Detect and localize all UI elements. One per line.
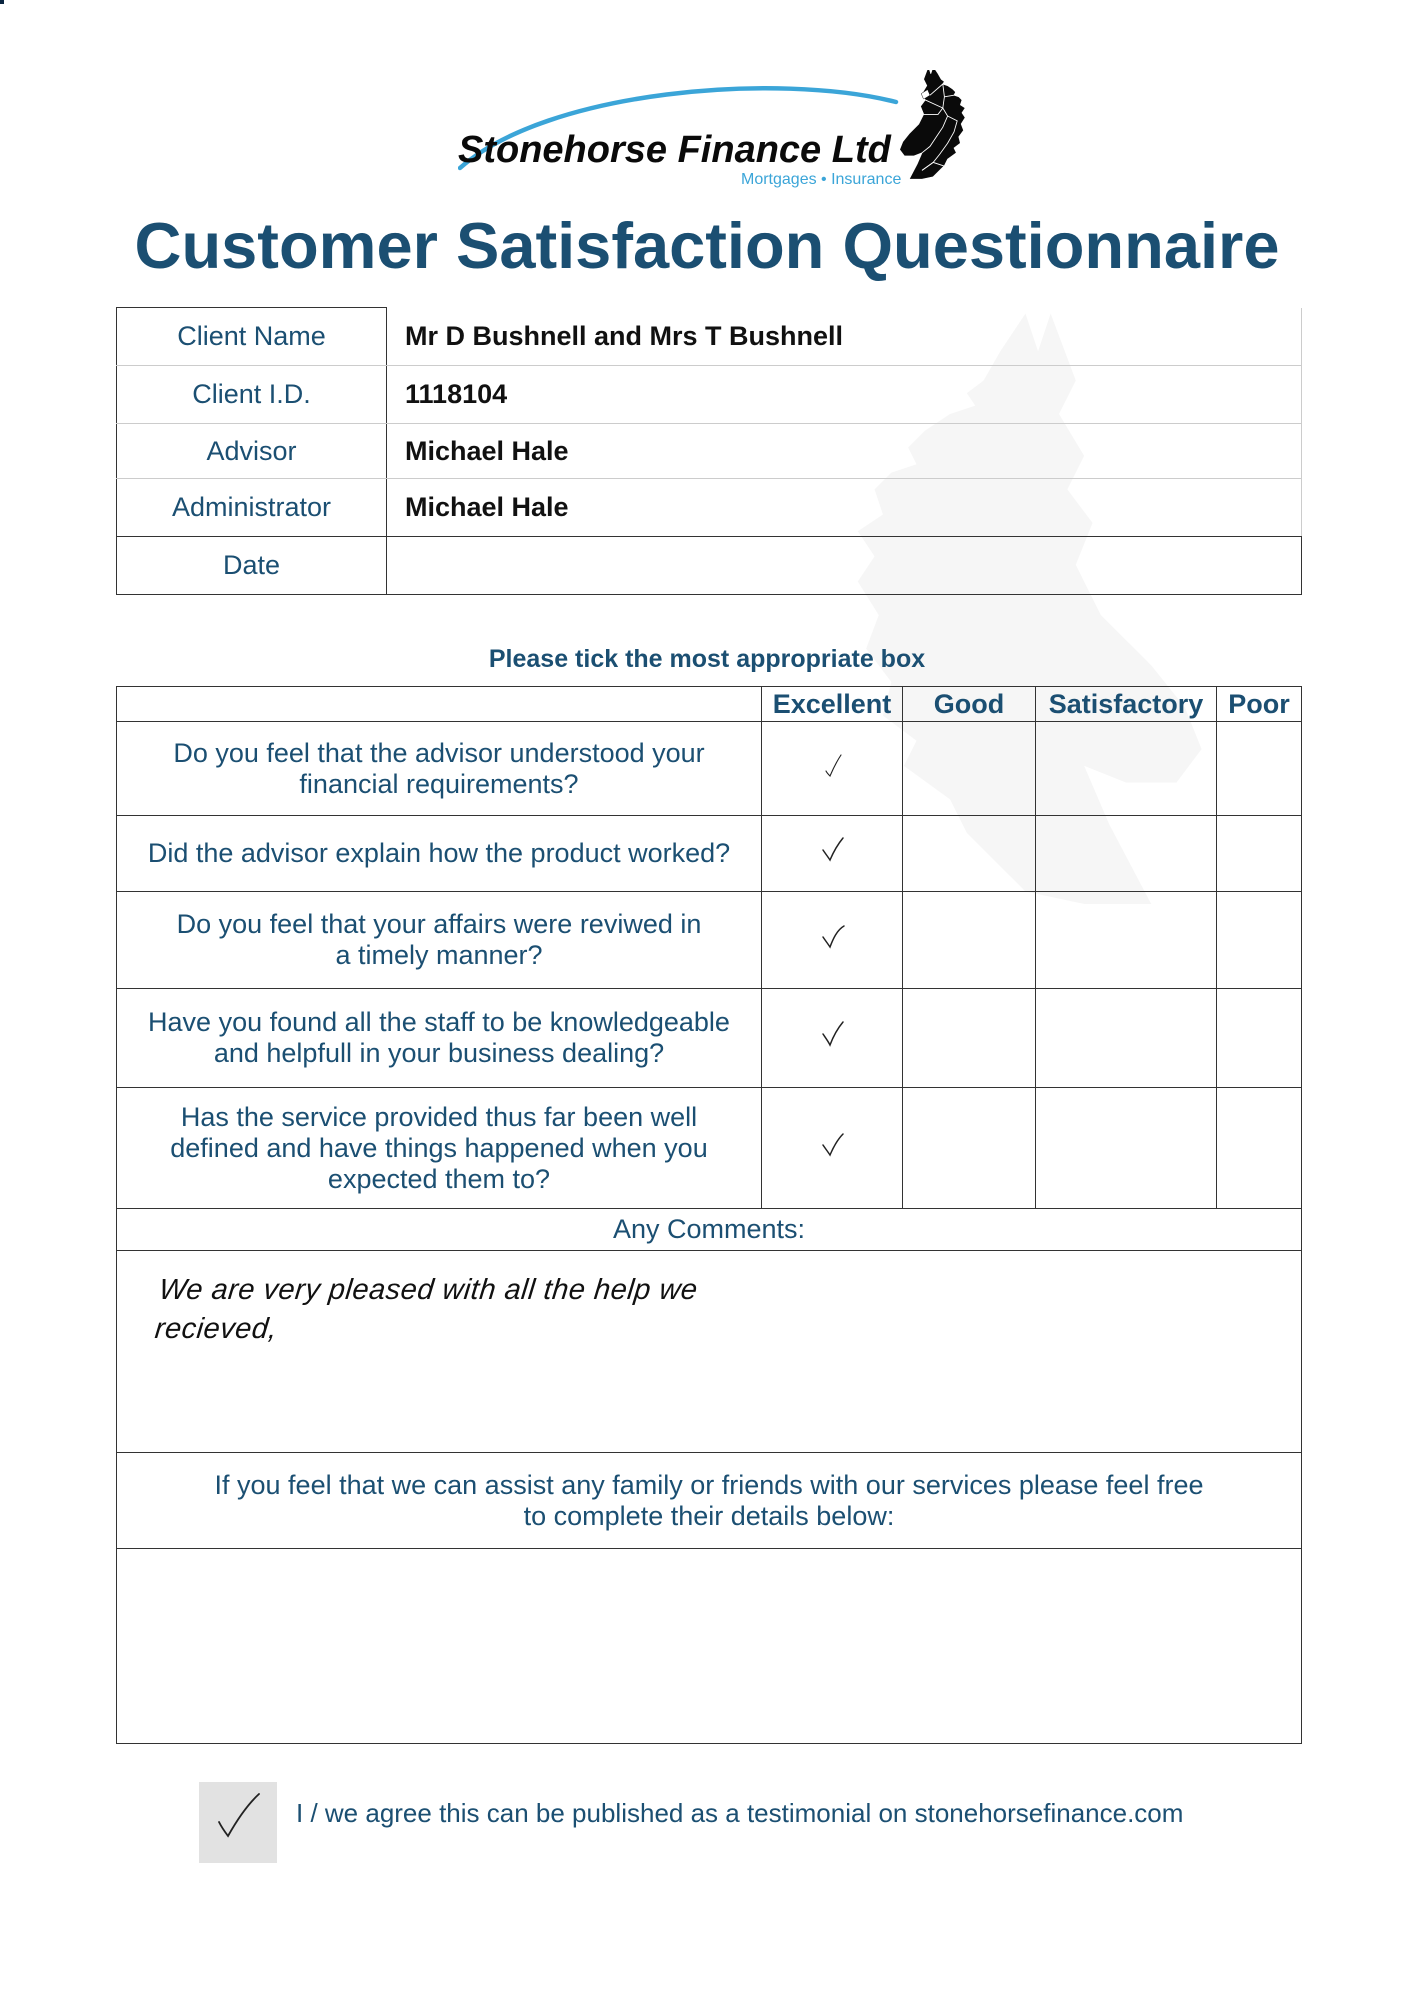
svg-text:Mortgages • Insurance: Mortgages • Insurance — [741, 171, 901, 188]
svg-text:Stonehorse Finance Ltd: Stonehorse Finance Ltd — [458, 129, 892, 171]
